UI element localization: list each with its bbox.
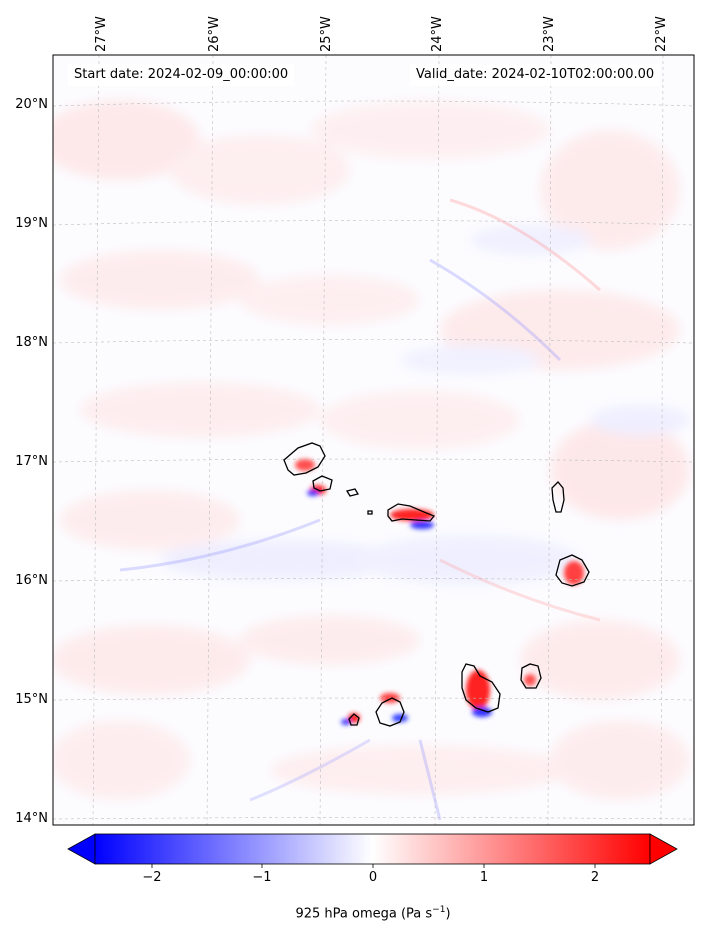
lon-tick-label: 27°W	[94, 16, 109, 52]
colorbar-extend-low	[67, 833, 96, 865]
colorbar-extend-high	[649, 833, 678, 865]
island-santiago	[461, 663, 501, 713]
colorbar-tick-label: 2	[590, 870, 600, 885]
colorbar-tick-label: −1	[252, 870, 272, 885]
lon-tick-label: 25°W	[319, 16, 334, 52]
gridlines	[53, 55, 694, 825]
island-maio	[520, 663, 542, 689]
lat-tick-label: 18°N	[15, 335, 48, 350]
valid-date-label: Valid_date: 2024-02-10T02:00:00.00	[410, 64, 661, 86]
lon-tick-label: 22°W	[654, 16, 669, 52]
colorbar-label: 925 hPa omega (Pa s−1)	[0, 905, 703, 921]
omega-field	[53, 100, 690, 821]
lat-tick-label: 17°N	[15, 454, 48, 469]
colorbar-label-exponent: −1	[432, 905, 446, 915]
island-sal	[551, 481, 565, 513]
island-brava	[348, 713, 360, 726]
colorbar-gradient	[94, 833, 651, 865]
island-santa-luzia	[345, 488, 360, 497]
map-frame	[52, 54, 695, 826]
lat-tick-label: 16°N	[15, 573, 48, 588]
colorbar-tick-label: 1	[479, 870, 489, 885]
colorbar	[67, 833, 678, 868]
start-date-label: Start date: 2024-02-09_00:00:00	[68, 64, 295, 86]
colorbar-label-close: )	[445, 906, 451, 922]
island-sao-vicente	[312, 475, 333, 492]
colorbar-label-text: 925 hPa omega (Pa s	[295, 906, 433, 922]
colorbar-tick-label: 0	[368, 870, 378, 885]
island-santo-antao	[283, 442, 326, 476]
lat-tick-label: 14°N	[15, 811, 48, 826]
island-fogo	[375, 697, 405, 727]
lat-tick-label: 15°N	[15, 692, 48, 707]
lat-tick-label: 19°N	[15, 216, 48, 231]
island-razo	[367, 510, 373, 515]
island-boa-vista	[555, 554, 590, 587]
lon-tick-label: 26°W	[207, 16, 222, 52]
lon-tick-label: 23°W	[542, 16, 557, 52]
island-sao-nicolau	[387, 503, 436, 522]
lat-tick-label: 20°N	[15, 97, 48, 112]
colorbar-tick-label: −2	[142, 870, 162, 885]
coastlines	[283, 442, 590, 727]
lon-tick-label: 24°W	[430, 16, 445, 52]
